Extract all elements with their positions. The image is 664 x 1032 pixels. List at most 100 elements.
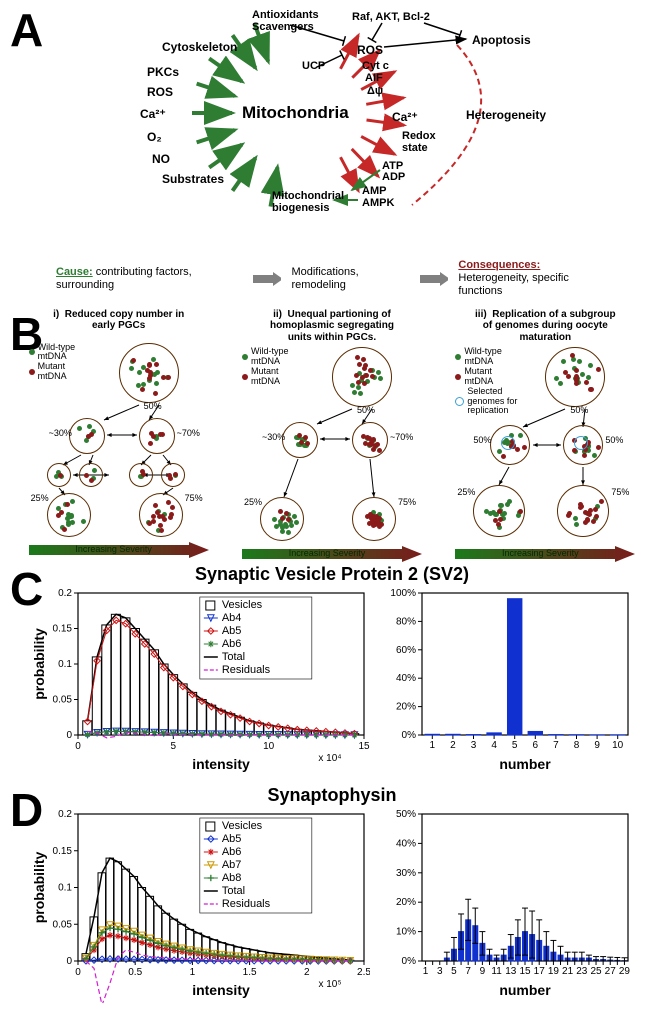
svg-text:80%: 80% [396, 616, 416, 627]
svg-text:15: 15 [519, 966, 531, 977]
flow-cause: Cause: contributing factors, surrounding [52, 266, 247, 292]
a-text: Redoxstate [402, 130, 436, 154]
panel-c-label: C [10, 566, 43, 612]
a-text: NO [152, 152, 170, 166]
svg-text:0.1: 0.1 [58, 883, 72, 894]
svg-text:3: 3 [471, 740, 477, 751]
flow-arrow-2 [420, 272, 448, 286]
figure: A Mitochondria AntioxidantsScavengersCyt… [0, 5, 664, 1003]
a-text: PKCs [147, 65, 179, 79]
svg-text:intensity: intensity [192, 982, 250, 998]
svg-text:10: 10 [612, 740, 624, 751]
b-title: ii) Unequal partioning ofhomoplasmic seg… [232, 309, 432, 344]
panel-b-sub-1: i) Reduced copy number inearly PGCsWild-… [19, 309, 219, 563]
svg-text:2: 2 [450, 740, 456, 751]
svg-text:17: 17 [534, 966, 546, 977]
flow-mid: Modifications, remodeling [287, 266, 413, 292]
svg-text:Ab7: Ab7 [222, 859, 242, 871]
panel-a-stage: Mitochondria AntioxidantsScavengersCytos… [52, 5, 612, 255]
panel-a-flow: Cause: contributing factors, surrounding… [52, 259, 612, 299]
svg-text:23: 23 [576, 966, 588, 977]
svg-text:27: 27 [605, 966, 617, 977]
svg-text:0.05: 0.05 [53, 919, 73, 930]
panel-b-sub-2: ii) Unequal partioning ofhomoplasmic seg… [232, 309, 432, 563]
svg-text:Residuals: Residuals [222, 898, 271, 910]
a-text: ADP [382, 171, 405, 183]
svg-text:40%: 40% [396, 838, 416, 849]
svg-text:6: 6 [533, 740, 539, 751]
svg-text:0.5: 0.5 [128, 967, 142, 978]
panel-c-left-chart: 05101500.050.10.150.2intensityx 10⁴proba… [30, 587, 370, 777]
svg-text:0.15: 0.15 [53, 624, 73, 635]
svg-text:x 10⁵: x 10⁵ [318, 979, 341, 990]
panel-d-right-chart: 0%10%20%30%40%50%13579111315171921232527… [384, 808, 634, 1003]
svg-text:intensity: intensity [192, 756, 250, 772]
svg-text:19: 19 [548, 966, 560, 977]
svg-text:5: 5 [171, 741, 177, 752]
svg-text:0.2: 0.2 [58, 588, 72, 599]
a-text: ROS [357, 43, 383, 57]
svg-text:2: 2 [304, 967, 310, 978]
svg-text:0.15: 0.15 [53, 846, 73, 857]
svg-text:Residuals: Residuals [222, 664, 271, 676]
flow-cons: Consequences:Heterogeneity, specific fun… [454, 259, 612, 299]
a-text: Raf, AKT, Bcl-2 [352, 11, 430, 23]
a-text: Cyt c [362, 60, 389, 72]
svg-text:0.05: 0.05 [53, 695, 73, 706]
svg-text:Ab4: Ab4 [222, 612, 242, 624]
a-text: AIF [365, 72, 383, 84]
svg-text:x 10⁴: x 10⁴ [318, 753, 341, 764]
svg-text:0.2: 0.2 [58, 809, 72, 820]
a-text: Δψ [367, 85, 383, 97]
a-text: Substrates [162, 172, 224, 186]
svg-text:10%: 10% [396, 927, 416, 938]
a-text: ROS [147, 85, 173, 99]
svg-text:29: 29 [619, 966, 631, 977]
panel-b: B i) Reduced copy number inearly PGCsWil… [0, 309, 664, 563]
panel-a: A Mitochondria AntioxidantsScavengersCyt… [0, 5, 664, 299]
a-text: AMP [362, 185, 386, 197]
svg-text:21: 21 [562, 966, 574, 977]
svg-text:0: 0 [75, 967, 81, 978]
svg-text:9: 9 [594, 740, 600, 751]
flow-arrow-1 [253, 272, 281, 286]
svg-text:Ab5: Ab5 [222, 625, 242, 637]
svg-text:20%: 20% [396, 702, 416, 713]
a-text: O₂ [147, 130, 162, 144]
svg-text:8: 8 [574, 740, 580, 751]
a-text: Cytoskeleton [162, 40, 237, 54]
panel-d-title: Synaptophysin [0, 785, 664, 806]
svg-text:Ab6: Ab6 [222, 638, 242, 650]
svg-text:Vesicles: Vesicles [222, 599, 263, 611]
b-title: i) Reduced copy number inearly PGCs [19, 309, 219, 339]
svg-text:1: 1 [190, 967, 196, 978]
panel-d-charts: 00.511.522.500.050.10.150.2intensityx 10… [12, 808, 652, 1003]
svg-text:1: 1 [423, 966, 429, 977]
panel-b-sub-3: iii) Replication of a subgroupof genomes… [445, 309, 645, 563]
svg-text:0.1: 0.1 [58, 659, 72, 670]
svg-text:50%: 50% [396, 809, 416, 820]
panel-c: C Synaptic Vesicle Protein 2 (SV2) 05101… [0, 564, 664, 777]
svg-text:9: 9 [480, 966, 486, 977]
panel-d-left-chart: 00.511.522.500.050.10.150.2intensityx 10… [30, 808, 370, 1003]
a-text: AMPK [362, 197, 394, 209]
a-text: Ca²⁺ [392, 110, 418, 124]
svg-text:2.5: 2.5 [357, 967, 370, 978]
svg-text:0%: 0% [402, 956, 417, 967]
svg-text:100%: 100% [390, 588, 416, 599]
panel-c-charts: 05101500.050.10.150.2intensityx 10⁴proba… [12, 587, 652, 777]
svg-text:5: 5 [451, 966, 457, 977]
svg-text:25: 25 [590, 966, 602, 977]
svg-text:1.5: 1.5 [243, 967, 257, 978]
svg-text:probability: probability [31, 852, 47, 924]
mitochondria-center: Mitochondria [242, 103, 349, 123]
svg-text:20%: 20% [396, 897, 416, 908]
svg-text:10: 10 [263, 741, 275, 752]
svg-text:Total: Total [222, 651, 245, 663]
b-title: iii) Replication of a subgroupof genomes… [445, 309, 645, 344]
svg-text:number: number [499, 982, 551, 998]
panel-d: D Synaptophysin 00.511.522.500.050.10.15… [0, 785, 664, 1003]
svg-text:7: 7 [553, 740, 559, 751]
panel-d-label: D [10, 787, 43, 833]
a-text: Apoptosis [472, 33, 531, 47]
